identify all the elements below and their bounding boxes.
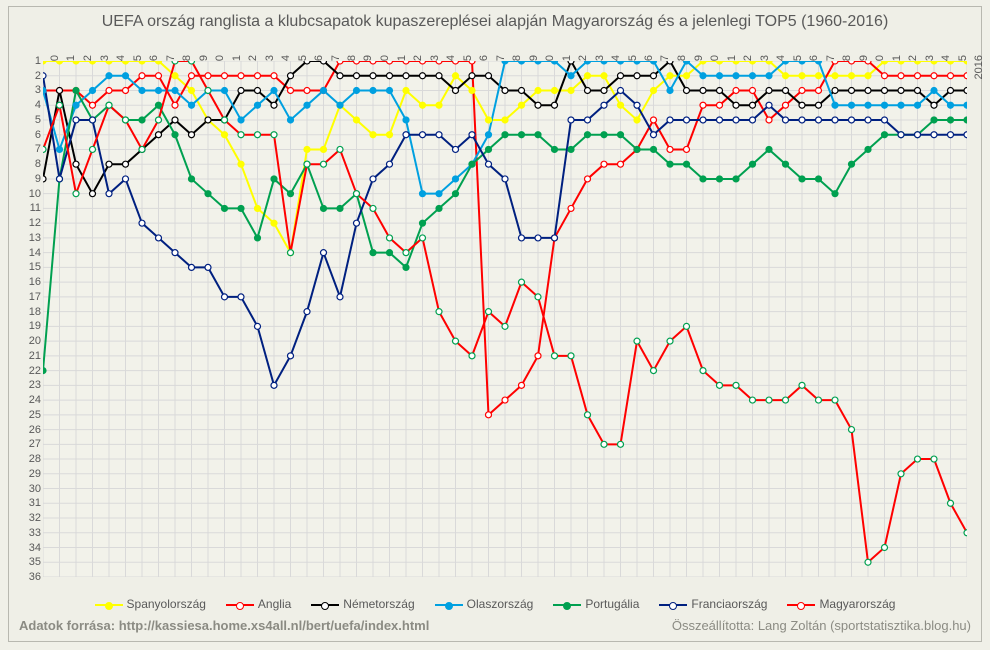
legend-swatch <box>311 604 339 606</box>
footer-source: Adatok forrása: http://kassiesa.home.xs4… <box>19 618 429 633</box>
y-tick-label: 4 <box>15 99 41 111</box>
y-tick-label: 1 <box>15 55 41 67</box>
legend: Spanyolország Anglia Németország Olaszorszá… <box>9 597 981 611</box>
y-tick-label: 28 <box>15 453 41 465</box>
y-tick-label: 32 <box>15 512 41 524</box>
y-tick-label: 33 <box>15 527 41 539</box>
legend-item-ger: Németország <box>311 597 414 611</box>
legend-label: Magyarország <box>819 597 895 611</box>
legend-label: Anglia <box>258 597 291 611</box>
y-tick-label: 25 <box>15 409 41 421</box>
y-tick-label: 36 <box>15 571 41 583</box>
y-tick-label: 26 <box>15 424 41 436</box>
y-tick-label: 8 <box>15 158 41 170</box>
y-tick-label: 21 <box>15 350 41 362</box>
y-axis-labels: 1234567891011121314151617181920212223242… <box>15 61 41 577</box>
y-tick-label: 12 <box>15 217 41 229</box>
chart-title: UEFA ország ranglista a klubcsapatok kup… <box>9 13 981 31</box>
legend-item-eng: Anglia <box>226 597 291 611</box>
y-tick-label: 34 <box>15 542 41 554</box>
y-tick-label: 31 <box>15 497 41 509</box>
legend-label: Németország <box>343 597 414 611</box>
legend-label: Portugália <box>585 597 639 611</box>
x-tick-label: 2016 <box>973 55 985 79</box>
footer-author: Összeállította: Lang Zoltán (sportstatis… <box>672 618 971 633</box>
legend-item-hun: Magyarország <box>787 597 895 611</box>
legend-swatch <box>553 604 581 606</box>
y-tick-label: 3 <box>15 84 41 96</box>
legend-swatch <box>95 604 123 606</box>
legend-item-ita: Olaszország <box>435 597 534 611</box>
chart-container: UEFA ország ranglista a klubcsapatok kup… <box>0 0 990 650</box>
legend-swatch <box>659 604 687 606</box>
y-tick-label: 17 <box>15 291 41 303</box>
y-tick-label: 22 <box>15 365 41 377</box>
y-tick-label: 27 <box>15 438 41 450</box>
legend-label: Franciaország <box>691 597 767 611</box>
chart-inner: UEFA ország ranglista a klubcsapatok kup… <box>8 6 982 642</box>
y-tick-label: 9 <box>15 173 41 185</box>
y-tick-label: 23 <box>15 379 41 391</box>
y-tick-label: 5 <box>15 114 41 126</box>
legend-swatch <box>787 604 815 606</box>
y-tick-label: 16 <box>15 276 41 288</box>
y-tick-label: 20 <box>15 335 41 347</box>
legend-label: Olaszország <box>467 597 534 611</box>
y-tick-label: 18 <box>15 306 41 318</box>
plot-area <box>43 61 967 577</box>
plot-svg <box>43 61 967 577</box>
y-tick-label: 29 <box>15 468 41 480</box>
y-tick-label: 35 <box>15 556 41 568</box>
y-tick-label: 14 <box>15 247 41 259</box>
legend-swatch <box>226 604 254 606</box>
y-tick-label: 13 <box>15 232 41 244</box>
y-tick-label: 11 <box>15 202 41 214</box>
y-tick-label: 19 <box>15 320 41 332</box>
y-tick-label: 7 <box>15 143 41 155</box>
y-tick-label: 10 <box>15 188 41 200</box>
legend-label: Spanyolország <box>127 597 206 611</box>
y-tick-label: 30 <box>15 483 41 495</box>
legend-item-por: Portugália <box>553 597 639 611</box>
y-tick-label: 6 <box>15 129 41 141</box>
legend-swatch <box>435 604 463 606</box>
y-tick-label: 24 <box>15 394 41 406</box>
x-axis-labels: 1960196119621963196419651966196719681969… <box>43 35 967 61</box>
y-tick-label: 2 <box>15 70 41 82</box>
y-tick-label: 15 <box>15 261 41 273</box>
legend-item-esp: Spanyolország <box>95 597 206 611</box>
legend-item-fra: Franciaország <box>659 597 767 611</box>
